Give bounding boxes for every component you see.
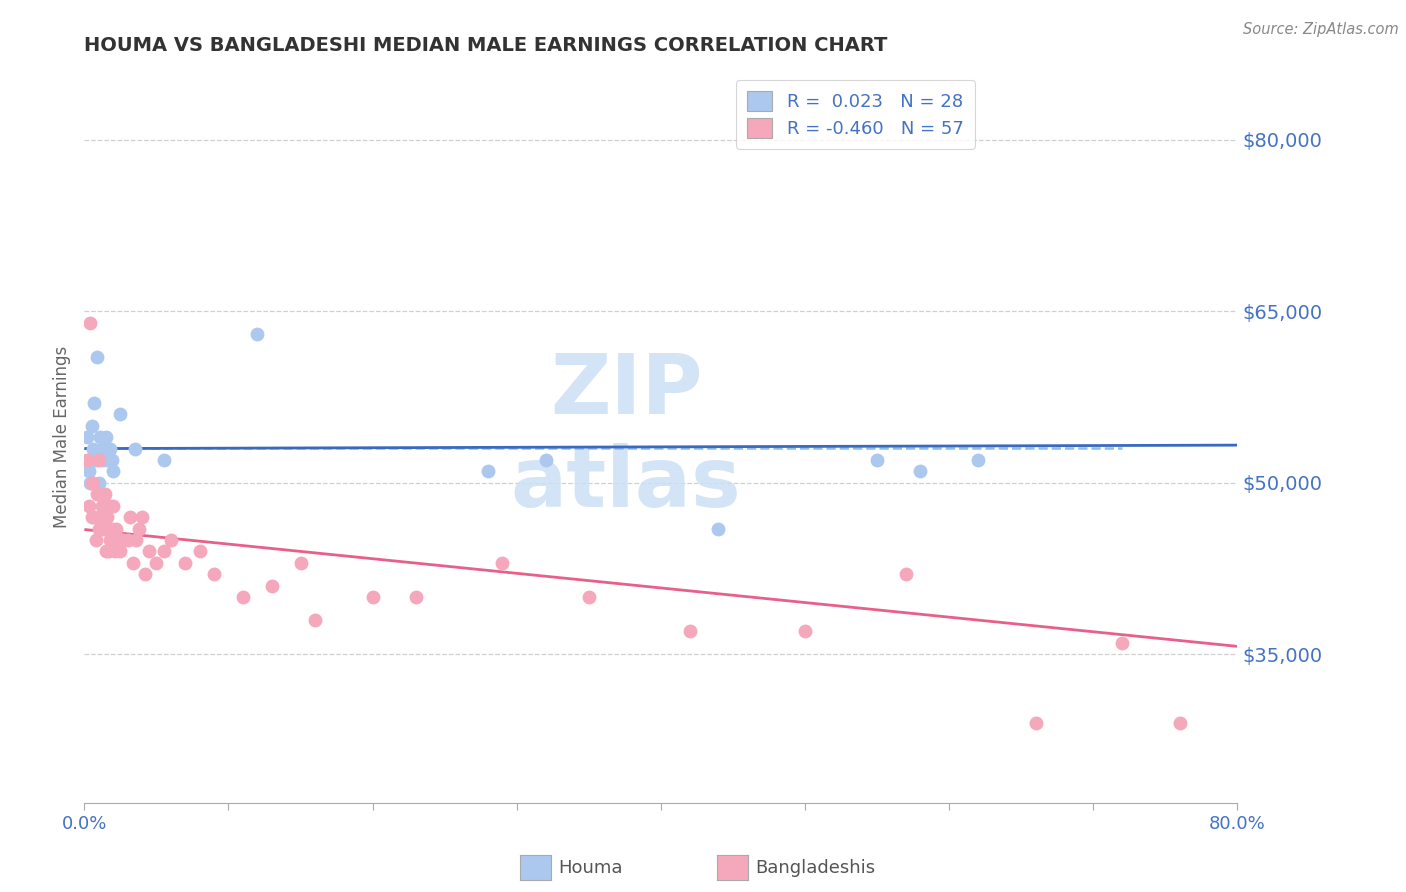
Point [477, 464, 499, 478]
Point [94, 510, 117, 524]
Point [188, 544, 211, 558]
Point [100, 521, 122, 535]
Point [110, 407, 132, 421]
Point [89, 510, 111, 524]
Point [967, 453, 990, 467]
Point [145, 556, 167, 570]
Point [361, 590, 384, 604]
Point [104, 544, 127, 558]
Point [76, 430, 98, 444]
Text: ZIP
atlas: ZIP atlas [510, 350, 741, 524]
Point [131, 510, 153, 524]
Point [91, 499, 114, 513]
Y-axis label: Median Male Earnings: Median Male Earnings [53, 346, 72, 528]
Point [97, 544, 120, 558]
Point [794, 624, 817, 639]
Point [125, 533, 148, 547]
Point [103, 499, 125, 513]
Point [90, 499, 112, 513]
Point [405, 590, 427, 604]
Point [160, 533, 183, 547]
Point [82, 442, 104, 456]
Point [578, 590, 600, 604]
Point [174, 556, 197, 570]
Point [1168, 715, 1191, 730]
Point [120, 510, 142, 524]
Point [94, 544, 117, 558]
Point [304, 613, 326, 627]
Point [79, 475, 101, 490]
Point [91, 453, 114, 467]
Text: Houma: Houma [558, 859, 623, 877]
Point [98, 442, 121, 456]
Point [679, 624, 702, 639]
Point [82, 475, 104, 490]
Point [90, 442, 112, 456]
Point [108, 533, 131, 547]
Point [110, 544, 132, 558]
Point [232, 590, 254, 604]
Point [202, 567, 225, 582]
Point [134, 567, 156, 582]
Point [1111, 636, 1133, 650]
Point [87, 521, 110, 535]
Point [87, 453, 110, 467]
Point [96, 453, 118, 467]
Point [80, 418, 103, 433]
Point [105, 521, 128, 535]
Point [93, 487, 115, 501]
Point [100, 453, 122, 467]
Point [1025, 715, 1047, 730]
Point [91, 521, 114, 535]
Point [138, 544, 160, 558]
Point [86, 350, 108, 364]
Point [80, 510, 103, 524]
Point [290, 556, 312, 570]
Point [707, 521, 730, 535]
Point [98, 499, 121, 513]
Point [80, 475, 103, 490]
Point [77, 464, 100, 478]
Point [77, 499, 100, 513]
Text: HOUMA VS BANGLADESHI MEDIAN MALE EARNINGS CORRELATION CHART: HOUMA VS BANGLADESHI MEDIAN MALE EARNING… [84, 36, 887, 54]
Point [260, 579, 283, 593]
Point [84, 533, 107, 547]
Point [87, 475, 110, 490]
Point [84, 453, 107, 467]
Point [152, 453, 174, 467]
Point [96, 510, 118, 524]
Point [246, 327, 269, 342]
Point [83, 510, 105, 524]
Point [117, 533, 139, 547]
Point [894, 567, 917, 582]
Point [112, 533, 135, 547]
Point [86, 487, 108, 501]
Point [79, 316, 101, 330]
Point [103, 464, 125, 478]
Point [76, 453, 98, 467]
Point [122, 556, 145, 570]
Point [534, 453, 557, 467]
Point [866, 453, 889, 467]
Point [94, 430, 117, 444]
Text: Bangladeshis: Bangladeshis [755, 859, 875, 877]
Text: Source: ZipAtlas.com: Source: ZipAtlas.com [1243, 22, 1399, 37]
Point [491, 556, 513, 570]
Point [152, 544, 174, 558]
Legend: R =  0.023   N = 28, R = -0.460   N = 57: R = 0.023 N = 28, R = -0.460 N = 57 [737, 80, 974, 149]
Point [124, 442, 146, 456]
Point [93, 442, 115, 456]
Point [83, 396, 105, 410]
Point [98, 533, 121, 547]
Point [128, 521, 150, 535]
Point [89, 430, 111, 444]
Point [908, 464, 931, 478]
